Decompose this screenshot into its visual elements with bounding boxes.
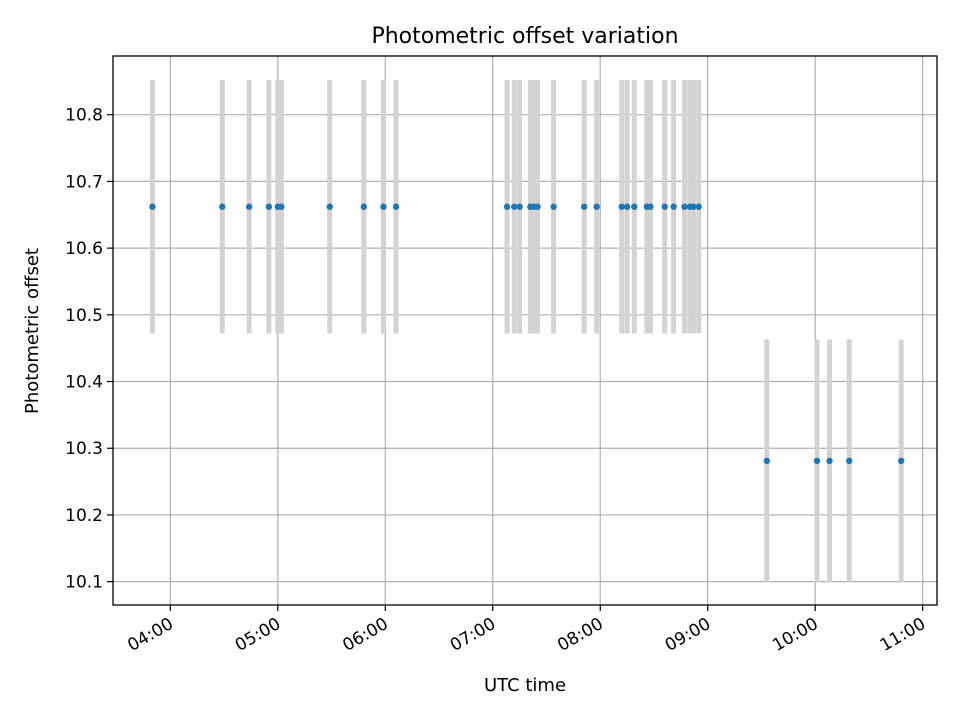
y-tick-label: 10.4	[65, 373, 103, 393]
data-point	[826, 457, 833, 465]
data-point	[690, 203, 697, 210]
grid	[113, 56, 937, 605]
data-point	[631, 203, 638, 210]
y-axis-label: Photometric offset	[22, 248, 43, 414]
y-tick-label: 10.2	[65, 506, 103, 526]
data-point	[813, 457, 821, 465]
x-tick-label: 10:00	[769, 614, 821, 656]
data-point	[534, 203, 541, 210]
x-tick-label: 07:00	[447, 614, 499, 656]
axis-ticks: 04:00 05:00 06:00 07:00 08:00 09:00 10:00 11:00…	[65, 106, 929, 656]
data-point	[661, 203, 668, 210]
y-tick-label: 10.6	[65, 239, 103, 259]
data-point	[550, 203, 557, 210]
data-points	[149, 203, 905, 465]
y-tick-label: 10.3	[65, 439, 103, 459]
data-point	[326, 203, 333, 210]
data-point	[380, 203, 387, 210]
y-tick-label: 10.1	[65, 573, 103, 593]
data-point	[763, 457, 771, 465]
data-point	[219, 203, 226, 210]
y-tick-label: 10.7	[65, 172, 103, 192]
data-point	[265, 203, 273, 210]
data-point	[670, 203, 677, 210]
x-tick-label: 11:00	[877, 614, 929, 656]
data-point	[593, 203, 600, 210]
data-point	[360, 203, 367, 210]
data-point	[695, 203, 702, 210]
x-tick-label: 04:00	[124, 614, 176, 656]
data-point	[618, 203, 625, 210]
data-point	[392, 203, 400, 210]
x-tick-label: 08:00	[554, 614, 606, 656]
data-point	[149, 203, 156, 210]
data-point	[503, 203, 511, 210]
x-tick-label: 09:00	[662, 614, 714, 656]
data-point	[516, 203, 523, 210]
data-point	[245, 203, 253, 210]
data-point	[897, 457, 905, 465]
data-point	[647, 203, 654, 210]
x-axis-label: UTC time	[484, 675, 566, 696]
y-tick-label: 10.8	[65, 106, 103, 126]
data-point	[278, 203, 285, 210]
plot-frame	[112, 55, 938, 606]
data-point	[511, 203, 518, 210]
x-tick-label: 05:00	[232, 614, 284, 656]
y-tick-label: 10.5	[65, 306, 103, 326]
x-tick-label: 06:00	[339, 614, 391, 656]
chart-title: Photometric offset variation	[371, 24, 678, 49]
data-point	[846, 457, 853, 465]
data-point	[623, 203, 631, 210]
data-point	[681, 203, 688, 210]
error-bars	[149, 80, 904, 583]
data-point	[580, 203, 588, 210]
